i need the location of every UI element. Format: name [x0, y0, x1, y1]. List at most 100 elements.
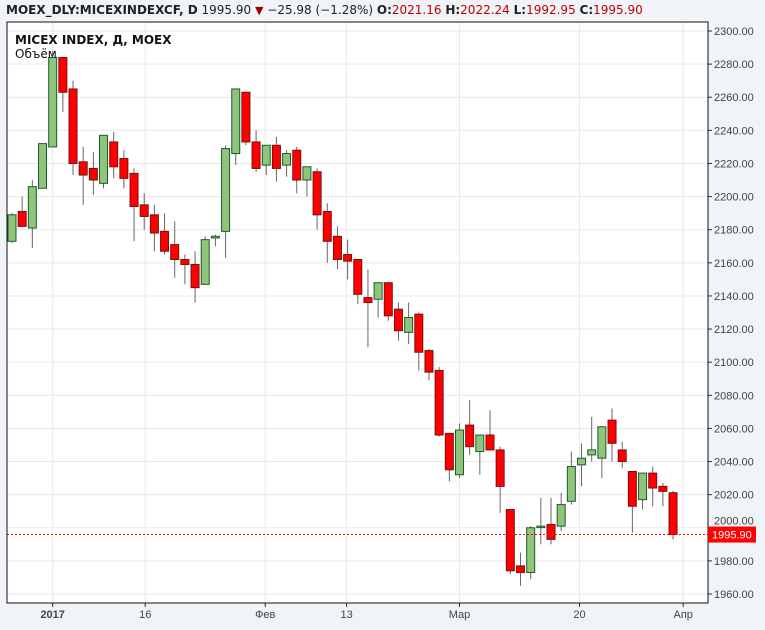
- candle: [668, 490, 678, 540]
- price-change: −25.98 (−1.28%): [267, 3, 374, 17]
- candle: [343, 239, 353, 280]
- candle-body: [536, 525, 546, 529]
- y-tick-label: 2040.00: [714, 457, 754, 469]
- chart-legend: MICEX INDEX, Д, MOEX Объём: [15, 33, 172, 61]
- x-tick-label: 16: [139, 609, 151, 621]
- high-label: H:: [445, 3, 461, 17]
- candle: [546, 497, 556, 545]
- candle-body: [434, 369, 444, 436]
- candle: [444, 432, 454, 482]
- candle: [577, 443, 587, 487]
- candle: [48, 50, 58, 148]
- candle: [180, 254, 190, 285]
- candle: [251, 130, 261, 172]
- candle: [495, 446, 505, 513]
- candle-body: [617, 449, 627, 463]
- candle: [536, 497, 546, 545]
- candle-body: [170, 244, 180, 261]
- candle: [597, 426, 607, 479]
- candle: [587, 416, 597, 462]
- legend-title: MICEX INDEX, Д, MOEX: [15, 33, 172, 47]
- candle: [404, 302, 414, 344]
- candle-body: [556, 504, 566, 527]
- candle-body: [302, 166, 312, 181]
- candle: [465, 400, 475, 455]
- candle: [638, 472, 648, 510]
- candle-body: [332, 235, 342, 261]
- candle-body: [99, 134, 109, 184]
- candle: [485, 410, 495, 451]
- y-tick-label: 2280.00: [714, 59, 754, 71]
- plot-area: [7, 22, 708, 603]
- candle: [160, 213, 170, 255]
- candle-body: [17, 210, 27, 227]
- candle: [68, 80, 78, 176]
- y-tick-label: 2100.00: [714, 357, 754, 369]
- candle-body: [404, 316, 414, 333]
- last-price-badge: [708, 526, 756, 543]
- candle: [17, 196, 27, 227]
- candle-body: [668, 492, 678, 536]
- x-tick-label: Мар: [449, 609, 471, 621]
- x-tick-label: Фев: [255, 609, 275, 621]
- y-tick-label: 2160.00: [714, 258, 754, 270]
- candle-body: [485, 434, 495, 451]
- candle: [99, 134, 109, 189]
- candle: [505, 509, 515, 575]
- candle-body: [139, 204, 149, 217]
- x-tick-label: 13: [340, 609, 352, 621]
- candle-body: [180, 259, 190, 265]
- candle-body: [7, 214, 17, 242]
- candle-body: [88, 167, 98, 181]
- candle: [607, 408, 617, 462]
- low-value: 1992.95: [526, 3, 576, 17]
- candle-body: [505, 509, 515, 572]
- candle-body: [587, 449, 597, 456]
- candle: [27, 180, 37, 248]
- candle-body: [190, 263, 200, 289]
- candle: [414, 312, 424, 371]
- y-tick-label: 2220.00: [714, 158, 754, 170]
- last-price-badge-label: 1995.90: [712, 530, 752, 542]
- candle-body: [312, 171, 322, 216]
- candle-body: [109, 141, 119, 168]
- candle-body: [149, 214, 159, 234]
- candle: [475, 434, 485, 475]
- x-tick-label: 2017: [40, 609, 64, 621]
- close-label: C:: [579, 3, 594, 17]
- candle-body: [282, 153, 292, 166]
- legend-volume: Объём: [15, 47, 57, 61]
- y-tick-label: 2240.00: [714, 125, 754, 137]
- candle-body: [495, 449, 505, 487]
- candle: [332, 226, 342, 270]
- candle: [526, 526, 536, 580]
- candle: [516, 552, 525, 586]
- candle-body: [119, 158, 129, 179]
- candle-body: [251, 141, 261, 169]
- y-tick-label: 2120.00: [714, 324, 754, 336]
- candle-body: [231, 88, 241, 155]
- candle-body: [648, 472, 658, 489]
- candle-body: [200, 239, 210, 285]
- candle: [7, 213, 17, 243]
- candle: [271, 136, 281, 182]
- candle: [363, 269, 373, 348]
- candle-body: [638, 472, 648, 501]
- candle: [139, 193, 149, 230]
- candle: [424, 348, 434, 381]
- y-tick-label: 2300.00: [714, 26, 754, 38]
- y-tick-label: 2200.00: [714, 192, 754, 204]
- y-tick-label: 2080.00: [714, 390, 754, 402]
- candle-body: [454, 429, 464, 476]
- candle: [292, 146, 302, 194]
- candle-body: [58, 56, 68, 93]
- candle: [282, 150, 292, 177]
- candle-body: [363, 297, 373, 304]
- candle: [454, 423, 464, 479]
- candle: [261, 144, 271, 176]
- symbol-header: MOEX_DLY:MICEXINDEXCF, D 1995.90 ▼ −25.9…: [6, 3, 643, 17]
- candle-body: [48, 56, 58, 148]
- candle-body: [373, 282, 383, 300]
- y-tick-label: 2260.00: [714, 92, 754, 104]
